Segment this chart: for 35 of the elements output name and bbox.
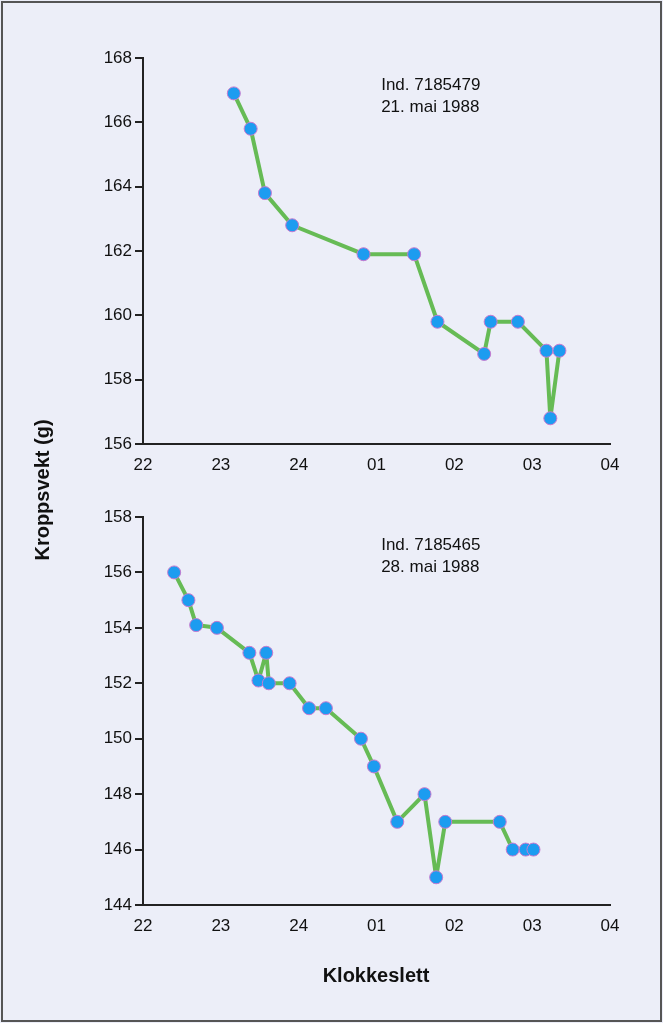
y-tick-label: 160 [103,305,132,325]
y-tick-label: 150 [103,728,132,748]
x-tick-label: 01 [367,454,386,474]
x-tick-label: 04 [600,915,620,935]
y-tick-label: 158 [103,369,132,389]
x-tick-label: 02 [444,454,464,474]
y-tick-label: 148 [103,783,132,803]
x-tick-label: 02 [444,915,464,935]
x-axis-title: Klokkeslett [322,963,430,987]
x-tick-label: 22 [133,915,153,935]
x-tick-label: 24 [289,454,309,474]
y-tick-label: 158 [103,506,132,526]
x-tick-label: 23 [211,915,231,935]
y-tick-label: 146 [103,839,132,859]
annotation: 28. mai 1988 [381,556,480,576]
y-tick-label: 156 [103,433,132,453]
x-tick-label: 03 [522,454,542,474]
y-axis-title: Kroppsvekt (g) [30,419,54,561]
y-tick-label: 154 [103,617,132,637]
y-tick-label: 162 [103,240,132,260]
x-tick-label: 22 [133,454,153,474]
annotation: 21. mai 1988 [381,97,480,117]
x-tick-label: 04 [600,454,620,474]
y-tick-label: 152 [103,672,132,692]
annotation: Ind. 7185465 [381,534,481,554]
x-tick-label: 24 [289,915,309,935]
x-tick-label: 01 [367,915,386,935]
y-tick-label: 168 [103,47,132,67]
y-tick-label: 144 [103,894,132,914]
x-tick-label: 23 [211,454,231,474]
y-tick-label: 166 [103,112,132,132]
y-tick-label: 164 [103,176,132,196]
x-tick-label: 03 [522,915,542,935]
y-tick-label: 156 [103,562,132,582]
annotation: Ind. 7185479 [381,75,481,95]
